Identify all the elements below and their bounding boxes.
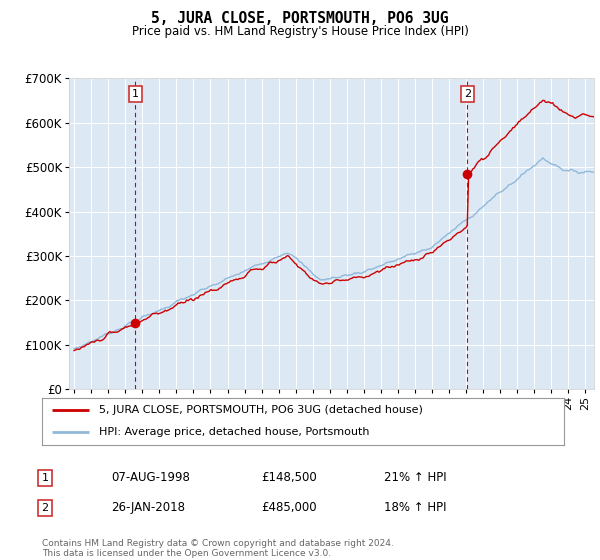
Text: 2: 2 (464, 89, 471, 99)
Text: HPI: Average price, detached house, Portsmouth: HPI: Average price, detached house, Port… (100, 427, 370, 437)
Text: 07-AUG-1998: 07-AUG-1998 (111, 471, 190, 484)
Text: 2: 2 (41, 503, 49, 513)
Text: 1: 1 (41, 473, 49, 483)
Text: 1: 1 (132, 89, 139, 99)
Text: 21% ↑ HPI: 21% ↑ HPI (384, 471, 446, 484)
Text: 18% ↑ HPI: 18% ↑ HPI (384, 501, 446, 515)
Text: 26-JAN-2018: 26-JAN-2018 (111, 501, 185, 515)
Text: £148,500: £148,500 (261, 471, 317, 484)
Text: 5, JURA CLOSE, PORTSMOUTH, PO6 3UG: 5, JURA CLOSE, PORTSMOUTH, PO6 3UG (151, 11, 449, 26)
Text: Contains HM Land Registry data © Crown copyright and database right 2024.
This d: Contains HM Land Registry data © Crown c… (42, 539, 394, 558)
Text: Price paid vs. HM Land Registry's House Price Index (HPI): Price paid vs. HM Land Registry's House … (131, 25, 469, 38)
Text: 5, JURA CLOSE, PORTSMOUTH, PO6 3UG (detached house): 5, JURA CLOSE, PORTSMOUTH, PO6 3UG (deta… (100, 405, 423, 416)
Text: £485,000: £485,000 (261, 501, 317, 515)
